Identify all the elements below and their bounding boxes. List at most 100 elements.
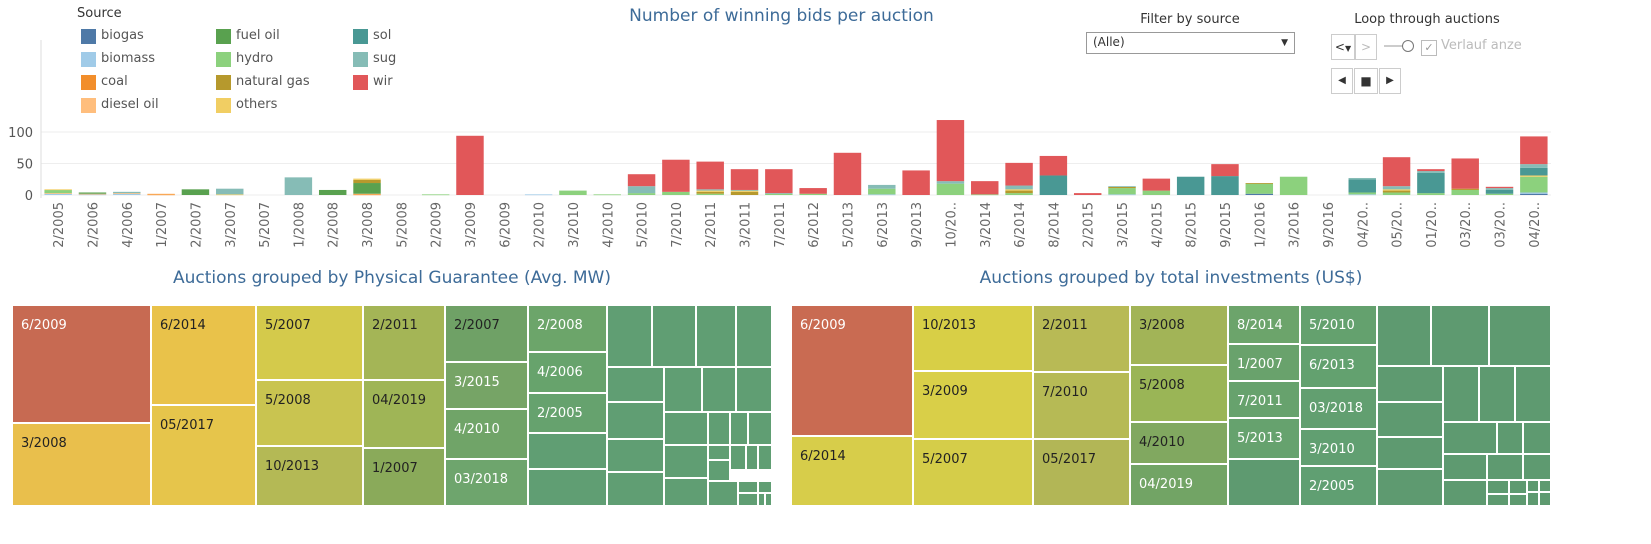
treemap-cell[interactable]: [1539, 480, 1551, 492]
treemap-cell[interactable]: [1527, 480, 1539, 492]
stop-button[interactable]: ■: [1354, 68, 1378, 94]
legend-swatch[interactable]: [81, 52, 96, 67]
source-filter-dropdown[interactable]: (Alle) ▼: [1086, 32, 1295, 54]
bar-segment[interactable]: [1520, 167, 1548, 176]
bar-segment[interactable]: [1245, 193, 1274, 195]
bar-segment[interactable]: [78, 193, 107, 195]
bar-segment[interactable]: [1039, 155, 1068, 176]
treemap-cell[interactable]: [758, 445, 772, 470]
legend-swatch[interactable]: [216, 75, 231, 90]
bar-segment[interactable]: [216, 188, 244, 195]
bar-segment[interactable]: [1005, 185, 1033, 190]
bar-segment[interactable]: [696, 189, 724, 191]
bar-segment[interactable]: [1382, 189, 1411, 191]
treemap-cell[interactable]: 5/2008: [256, 380, 363, 446]
treemap-cell[interactable]: 3/2009: [913, 371, 1033, 439]
treemap-cell[interactable]: [1487, 494, 1509, 506]
bar-segment[interactable]: [1520, 164, 1548, 168]
treemap-cell[interactable]: [1377, 366, 1443, 402]
treemap-cell[interactable]: 3/2008: [12, 423, 151, 506]
treemap-cell[interactable]: [1377, 402, 1443, 437]
treemap-cell[interactable]: [1479, 366, 1515, 422]
bar-segment[interactable]: [765, 193, 793, 194]
treemap-cell[interactable]: [708, 481, 738, 506]
bar-segment[interactable]: [1108, 186, 1136, 189]
bar-segment[interactable]: [1348, 177, 1376, 180]
treemap-cell[interactable]: 5/2013: [1228, 418, 1300, 459]
treemap-cell[interactable]: [702, 367, 736, 412]
treemap-cell[interactable]: [1515, 366, 1551, 422]
bar-segment[interactable]: [1005, 162, 1033, 186]
bar-segment[interactable]: [1382, 190, 1411, 193]
legend-label[interactable]: coal: [101, 74, 128, 89]
treemap-cell[interactable]: [738, 481, 758, 493]
treemap-cell[interactable]: 4/2010: [1130, 422, 1228, 464]
bar-segment[interactable]: [1451, 189, 1479, 195]
treemap-cell[interactable]: 6/2013: [1300, 345, 1377, 388]
bar-segment[interactable]: [113, 191, 141, 194]
treemap-cell[interactable]: [607, 305, 652, 367]
legend-swatch[interactable]: [81, 29, 96, 44]
bar-segment[interactable]: [1142, 178, 1171, 191]
treemap-cell[interactable]: 5/2008: [1130, 365, 1228, 422]
treemap-cell[interactable]: [736, 367, 772, 412]
treemap-cell[interactable]: [1443, 454, 1487, 480]
show-history-checkbox[interactable]: ✓ Verlauf anze: [1421, 38, 1522, 56]
legend-label[interactable]: sol: [373, 28, 392, 43]
treemap-cell[interactable]: [528, 469, 607, 506]
play-button[interactable]: ▶: [1379, 68, 1401, 94]
bar-segment[interactable]: [1520, 175, 1548, 177]
legend-label[interactable]: others: [236, 97, 278, 112]
bar-segment[interactable]: [1005, 193, 1033, 195]
treemap-cell[interactable]: 10/2013: [913, 305, 1033, 371]
treemap-cell[interactable]: [738, 493, 758, 506]
treemap-cell[interactable]: 2/2008: [528, 305, 607, 352]
bar-segment[interactable]: [902, 170, 930, 195]
legend-label[interactable]: sug: [373, 51, 397, 66]
treemap-cell[interactable]: 4/2010: [445, 409, 528, 459]
treemap-cell[interactable]: 04/2019: [1130, 464, 1228, 506]
bar-segment[interactable]: [971, 181, 999, 195]
bar-segment[interactable]: [1417, 172, 1445, 194]
treemap-cell[interactable]: 5/2007: [256, 305, 363, 380]
treemap-cell[interactable]: [736, 305, 772, 367]
bar-segment[interactable]: [456, 135, 484, 195]
legend-swatch[interactable]: [353, 52, 368, 67]
treemap-cell[interactable]: [1489, 305, 1551, 366]
bar-segment[interactable]: [593, 194, 621, 196]
bar-segment[interactable]: [1348, 179, 1376, 193]
bar-segment[interactable]: [1279, 176, 1308, 195]
bar-segment[interactable]: [1348, 192, 1376, 195]
treemap-cell[interactable]: 10/2013: [256, 446, 363, 506]
treemap-cell[interactable]: 2/2011: [363, 305, 445, 380]
bar-segment[interactable]: [1382, 157, 1411, 187]
bar-segment[interactable]: [44, 189, 72, 194]
treemap-cell[interactable]: [1523, 454, 1551, 480]
bar-segment[interactable]: [78, 194, 107, 196]
bar-segment[interactable]: [1245, 183, 1274, 194]
treemap-cell[interactable]: [758, 493, 765, 506]
bar-segment[interactable]: [696, 193, 724, 195]
treemap-cell[interactable]: [708, 460, 730, 481]
treemap-cell[interactable]: 6/2009: [12, 305, 151, 423]
speed-slider-handle[interactable]: [1402, 40, 1414, 52]
bar-segment[interactable]: [1485, 188, 1514, 190]
bar-segment[interactable]: [1485, 193, 1514, 195]
bar-segment[interactable]: [1520, 193, 1548, 195]
bar-segment[interactable]: [1108, 194, 1136, 196]
bar-segment[interactable]: [833, 152, 862, 195]
bar-segment[interactable]: [868, 194, 896, 196]
treemap-cell[interactable]: 5/2010: [1300, 305, 1377, 345]
bar-segment[interactable]: [627, 174, 656, 187]
treemap-cell[interactable]: [664, 412, 708, 445]
treemap-cell[interactable]: [708, 445, 730, 460]
bar-segment[interactable]: [627, 193, 656, 195]
treemap-cell[interactable]: [1228, 459, 1300, 506]
treemap-cell[interactable]: [1509, 480, 1527, 494]
bar-segment[interactable]: [113, 193, 141, 195]
prev-auction-button[interactable]: <▼: [1331, 34, 1355, 60]
treemap-cell[interactable]: [607, 439, 664, 472]
treemap-cell[interactable]: [1377, 437, 1443, 469]
treemap-cell[interactable]: [730, 445, 746, 470]
bar-segment[interactable]: [1451, 188, 1479, 190]
